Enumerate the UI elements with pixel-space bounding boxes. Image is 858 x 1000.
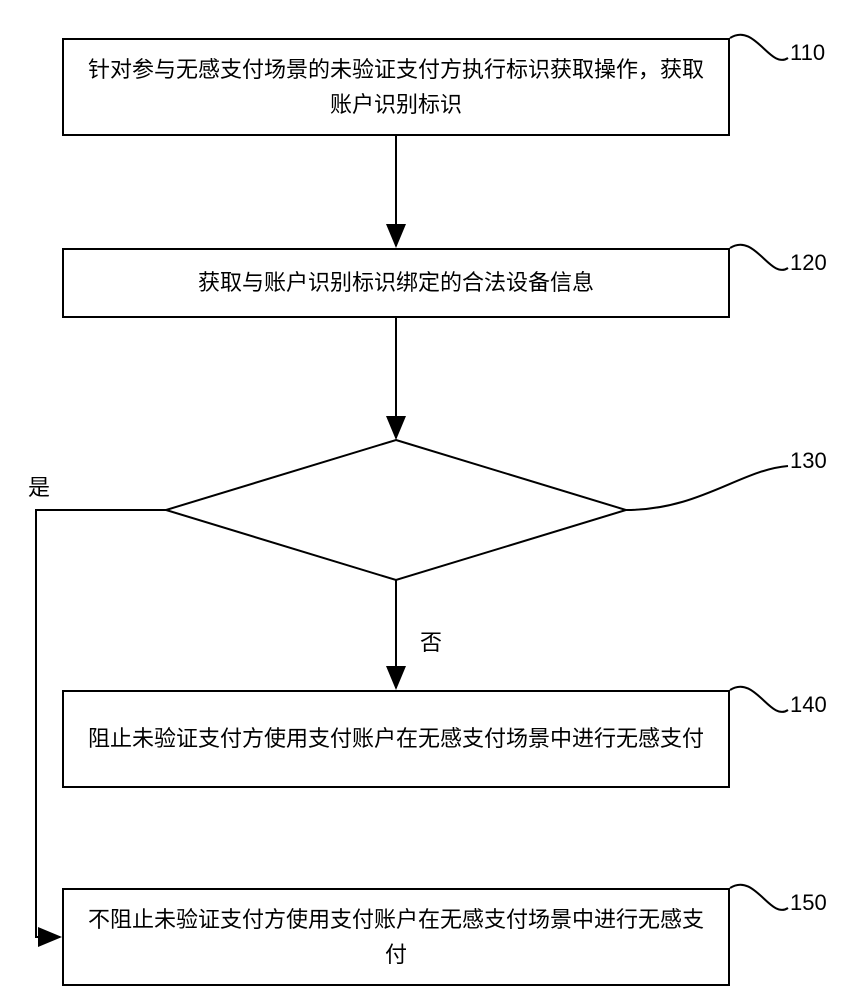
curly-140	[730, 687, 788, 712]
curly-120	[730, 245, 788, 270]
decision-line2: 支付方的设备信息是否匹配	[196, 509, 596, 542]
label-120: 120	[790, 250, 827, 276]
decision-130-text: 验证合法设备信息与未验证 支付方的设备信息是否匹配	[196, 476, 596, 542]
curly-150	[730, 885, 788, 910]
step-150-text: 不阻止未验证支付方使用支付账户在无感支付场景中进行无感支付	[80, 902, 712, 972]
edge-label-no: 否	[420, 625, 442, 657]
step-140-box: 阻止未验证支付方使用支付账户在无感支付场景中进行无感支付	[62, 690, 730, 788]
edge-label-yes: 是	[28, 470, 50, 502]
step-110-box: 针对参与无感支付场景的未验证支付方执行标识获取操作，获取账户识别标识	[62, 38, 730, 136]
step-140-text: 阻止未验证支付方使用支付账户在无感支付场景中进行无感支付	[88, 721, 704, 756]
label-150: 150	[790, 890, 827, 916]
step-150-box: 不阻止未验证支付方使用支付账户在无感支付场景中进行无感支付	[62, 888, 730, 986]
curly-130	[626, 466, 788, 510]
label-130: 130	[790, 448, 827, 474]
step-120-box: 获取与账户识别标识绑定的合法设备信息	[62, 248, 730, 318]
flowchart-canvas: 针对参与无感支付场景的未验证支付方执行标识获取操作，获取账户识别标识 获取与账户…	[0, 0, 858, 1000]
curly-110	[730, 35, 788, 60]
decision-line1: 验证合法设备信息与未验证	[196, 476, 596, 509]
step-120-text: 获取与账户识别标识绑定的合法设备信息	[198, 265, 594, 300]
label-110: 110	[790, 40, 825, 66]
label-140: 140	[790, 692, 827, 718]
step-110-text: 针对参与无感支付场景的未验证支付方执行标识获取操作，获取账户识别标识	[80, 52, 712, 122]
